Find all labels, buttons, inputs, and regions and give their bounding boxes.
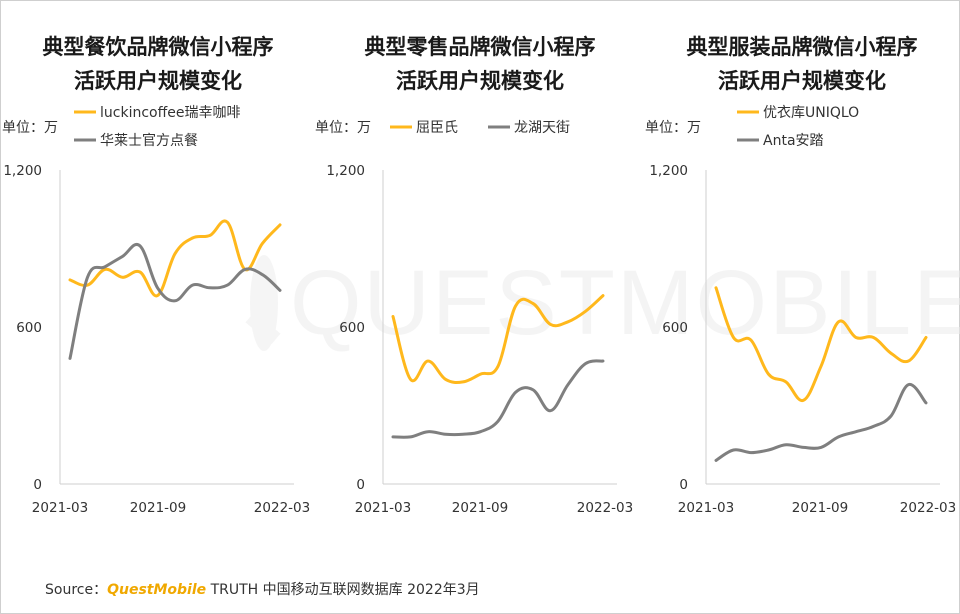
chart-title-line-1: 典型零售品牌微信小程序 xyxy=(365,35,596,59)
y-tick-label: 1,200 xyxy=(3,163,42,179)
x-tick-label: 2021-09 xyxy=(792,500,848,516)
legend-label-1: 优衣库UNIQLO xyxy=(763,105,859,121)
x-tick-label: 2022-03 xyxy=(900,500,956,516)
watermark: QUESTMOBILE xyxy=(250,238,960,368)
unit-label: 单位：万 xyxy=(645,120,701,136)
source-brand: QuestMobile xyxy=(107,582,207,598)
source-prefix: Source： xyxy=(45,582,108,598)
series-line-2 xyxy=(391,359,605,439)
legend-label-2: Anta安踏 xyxy=(763,133,824,149)
legend-label-2: 华莱士官方点餐 xyxy=(100,133,198,149)
series-line-2 xyxy=(68,243,282,360)
watermark-text: QUESTMOBILE xyxy=(290,251,960,354)
legend-label-1: 屈臣氏 xyxy=(416,120,458,136)
y-tick-label: 0 xyxy=(33,477,42,493)
chart-title-line-1: 典型餐饮品牌微信小程序 xyxy=(43,35,274,59)
y-tick-label: 1,200 xyxy=(326,163,365,179)
x-tick-label: 2021-03 xyxy=(355,500,411,516)
series-line-2 xyxy=(714,383,928,462)
y-tick-label: 600 xyxy=(16,320,42,336)
legend-label-2: 龙湖天街 xyxy=(514,120,570,136)
chart-title-line-2: 活跃用户规模变化 xyxy=(396,69,564,93)
y-tick-label: 600 xyxy=(339,320,365,336)
chart-title-line-1: 典型服装品牌微信小程序 xyxy=(687,35,918,59)
series-line-1 xyxy=(68,219,282,298)
x-tick-label: 2022-03 xyxy=(577,500,633,516)
y-tick-label: 1,200 xyxy=(649,163,688,179)
y-tick-label: 0 xyxy=(356,477,365,493)
y-tick-label: 600 xyxy=(662,320,688,336)
unit-label: 单位：万 xyxy=(315,120,371,136)
chart-title-line-2: 活跃用户规模变化 xyxy=(718,69,886,93)
x-tick-label: 2022-03 xyxy=(254,500,310,516)
legend-label-1: luckincoffee瑞幸咖啡 xyxy=(100,105,240,121)
x-tick-label: 2021-09 xyxy=(130,500,186,516)
x-tick-label: 2021-03 xyxy=(678,500,734,516)
x-tick-label: 2021-03 xyxy=(32,500,88,516)
source-note: Source：QuestMobile TRUTH 中国移动互联网数据库 2022… xyxy=(45,579,480,599)
y-tick-label: 0 xyxy=(679,477,688,493)
chart-title-line-2: 活跃用户规模变化 xyxy=(74,69,242,93)
series-line-1 xyxy=(714,286,928,403)
unit-label: 单位：万 xyxy=(2,120,58,136)
source-suffix: TRUTH 中国移动互联网数据库 2022年3月 xyxy=(206,582,480,598)
series-line-1 xyxy=(391,294,605,385)
x-tick-label: 2021-09 xyxy=(452,500,508,516)
